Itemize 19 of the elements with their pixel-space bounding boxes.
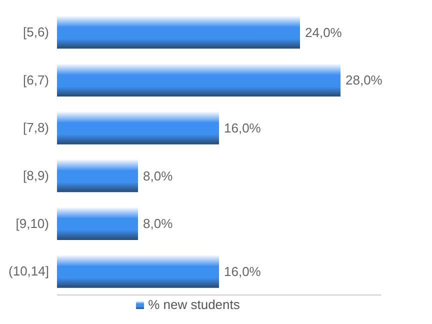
bar	[57, 16, 300, 49]
data-label: 28,0%	[346, 72, 383, 88]
bar	[57, 254, 219, 288]
data-label: 16,0%	[224, 120, 262, 136]
y-tick-label: [8,9)	[22, 168, 49, 184]
y-tick-label: [7,8)	[22, 120, 49, 136]
data-label: 24,0%	[305, 24, 342, 40]
y-tick-label: [9,10)	[16, 216, 49, 231]
y-tick-label: (10,14]	[8, 264, 49, 279]
y-tick-label: [6,7)	[22, 72, 49, 88]
bar	[57, 159, 138, 192]
data-label: 8,0%	[143, 216, 174, 232]
bar	[57, 63, 340, 96]
data-label: 8,0%	[143, 168, 174, 184]
legend-label: % new students	[148, 297, 240, 312]
data-label: 16,0%	[224, 264, 262, 279]
y-tick-label: [5,6)	[22, 24, 49, 40]
bar	[57, 111, 219, 144]
bar	[57, 206, 138, 240]
